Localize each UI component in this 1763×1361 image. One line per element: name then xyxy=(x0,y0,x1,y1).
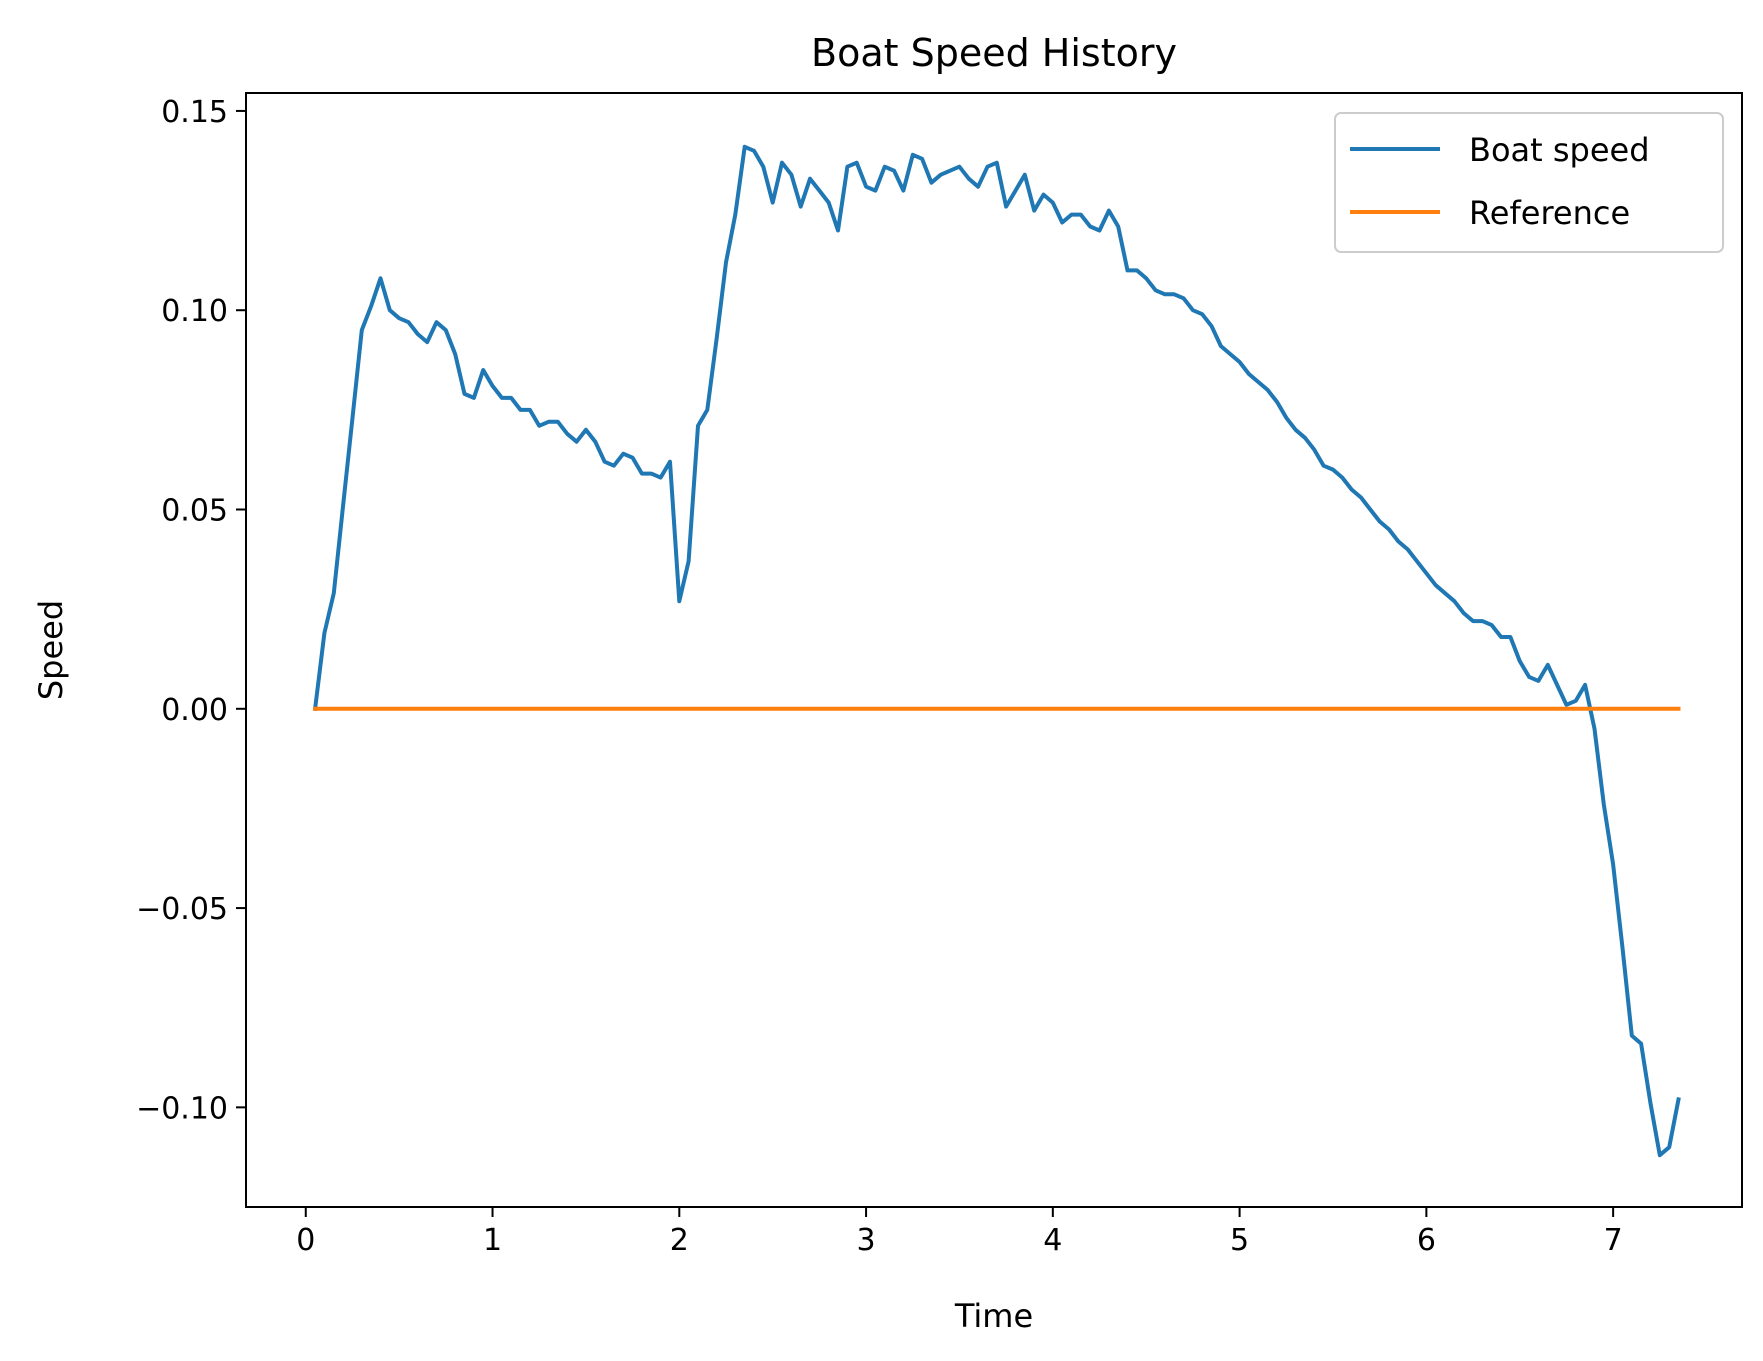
series-line-boat-speed xyxy=(312,144,1681,1158)
x-tick-label: 7 xyxy=(1604,1223,1623,1258)
legend-label-reference: Reference xyxy=(1469,194,1630,232)
y-tick-label: 0.05 xyxy=(161,494,228,529)
y-axis-label: Speed xyxy=(32,600,70,700)
y-tick-label: −0.05 xyxy=(136,892,228,927)
plot-frame xyxy=(245,92,1743,1208)
y-tick-label: −0.10 xyxy=(136,1091,228,1126)
series-layer xyxy=(312,144,1681,1158)
y-tick-label: 0.15 xyxy=(161,95,228,130)
y-tick-label: 0.00 xyxy=(161,693,228,728)
x-tick-label: 0 xyxy=(296,1223,315,1258)
legend: Boat speed Reference xyxy=(1334,112,1724,253)
y-tick-label: 0.10 xyxy=(161,294,228,329)
x-axis: 0 1 2 3 4 5 6 7 xyxy=(296,1207,1623,1258)
legend-label-boat-speed: Boat speed xyxy=(1469,131,1650,169)
chart-title: Boat Speed History xyxy=(811,31,1177,75)
x-tick-label: 5 xyxy=(1230,1223,1249,1258)
x-tick-label: 2 xyxy=(670,1223,689,1258)
x-tick-label: 1 xyxy=(483,1223,502,1258)
x-tick-label: 4 xyxy=(1043,1223,1062,1258)
x-tick-label: 3 xyxy=(857,1223,876,1258)
y-axis: −0.10 −0.05 0.00 0.05 0.10 0.15 xyxy=(136,95,246,1126)
x-axis-label: Time xyxy=(954,1297,1033,1335)
x-tick-label: 6 xyxy=(1417,1223,1436,1258)
